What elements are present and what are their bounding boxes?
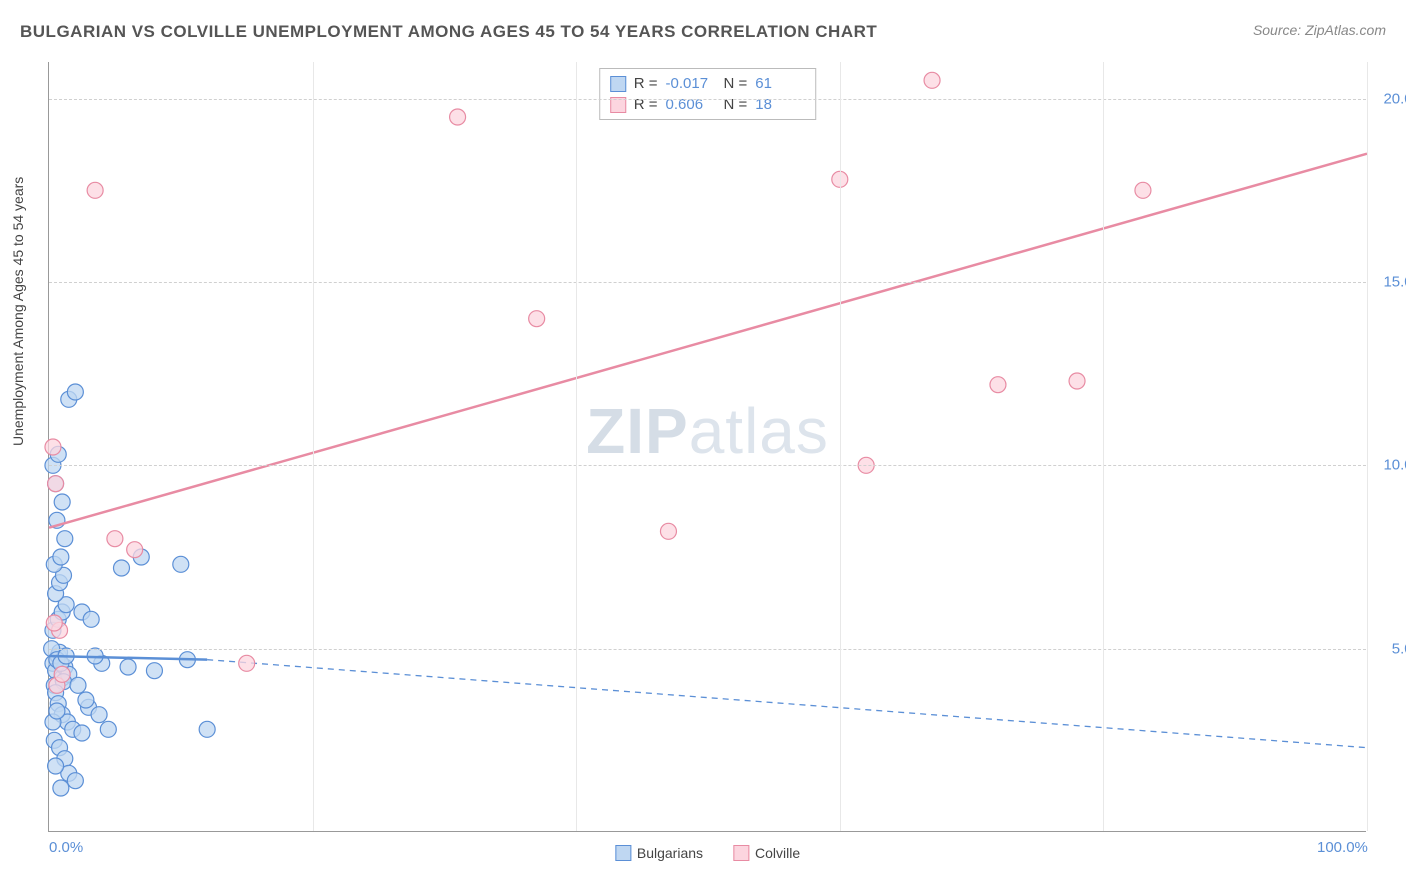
data-point xyxy=(660,523,676,539)
x-tick-label: 0.0% xyxy=(49,839,83,856)
swatch-bulgarians-icon xyxy=(610,76,626,92)
stats-r-value: -0.017 xyxy=(666,75,716,92)
scatter-plot-svg xyxy=(49,62,1366,831)
gridline-h xyxy=(49,465,1366,466)
gridline-h xyxy=(49,99,1366,100)
data-point xyxy=(67,384,83,400)
data-point xyxy=(67,773,83,789)
data-point xyxy=(1069,373,1085,389)
data-point xyxy=(239,655,255,671)
legend-label: Colville xyxy=(755,845,800,861)
source-attribution: Source: ZipAtlas.com xyxy=(1253,22,1386,38)
data-point xyxy=(54,494,70,510)
trend-line-extrapolated xyxy=(207,660,1367,748)
data-point xyxy=(91,707,107,723)
stats-legend-box: R = -0.017 N = 61 R = 0.606 N = 18 xyxy=(599,68,817,120)
data-point xyxy=(127,542,143,558)
data-point xyxy=(1135,182,1151,198)
legend-label: Bulgarians xyxy=(637,845,703,861)
stats-row-colville: R = 0.606 N = 18 xyxy=(610,94,806,115)
data-point xyxy=(120,659,136,675)
stats-n-value: 61 xyxy=(755,75,805,92)
stats-r-label: R = xyxy=(634,75,658,92)
y-tick-label: 20.0% xyxy=(1383,90,1406,107)
gridline-v xyxy=(1103,62,1104,831)
data-point xyxy=(87,182,103,198)
data-point xyxy=(57,531,73,547)
legend-bottom: Bulgarians Colville xyxy=(615,845,800,861)
trend-line xyxy=(49,154,1367,528)
data-point xyxy=(78,692,94,708)
y-tick-label: 15.0% xyxy=(1383,274,1406,291)
x-tick-label: 100.0% xyxy=(1317,839,1368,856)
data-point xyxy=(100,721,116,737)
y-axis-label: Unemployment Among Ages 45 to 54 years xyxy=(10,177,26,446)
data-point xyxy=(46,615,62,631)
gridline-v xyxy=(576,62,577,831)
chart-title: BULGARIAN VS COLVILLE UNEMPLOYMENT AMONG… xyxy=(20,22,877,42)
data-point xyxy=(48,758,64,774)
legend-item-colville: Colville xyxy=(733,845,800,861)
swatch-colville-icon xyxy=(733,845,749,861)
data-point xyxy=(53,549,69,565)
data-point xyxy=(54,666,70,682)
data-point xyxy=(48,476,64,492)
data-point xyxy=(45,439,61,455)
data-point xyxy=(53,780,69,796)
data-point xyxy=(49,703,65,719)
y-tick-label: 5.0% xyxy=(1392,640,1406,657)
swatch-bulgarians-icon xyxy=(615,845,631,861)
legend-item-bulgarians: Bulgarians xyxy=(615,845,703,861)
data-point xyxy=(70,677,86,693)
data-point xyxy=(199,721,215,737)
chart-container: BULGARIAN VS COLVILLE UNEMPLOYMENT AMONG… xyxy=(0,0,1406,892)
data-point xyxy=(450,109,466,125)
data-point xyxy=(529,311,545,327)
stats-row-bulgarians: R = -0.017 N = 61 xyxy=(610,73,806,94)
data-point xyxy=(146,663,162,679)
gridline-h xyxy=(49,282,1366,283)
stats-n-label: N = xyxy=(724,75,748,92)
data-point xyxy=(173,556,189,572)
data-point xyxy=(83,611,99,627)
gridline-v xyxy=(313,62,314,831)
data-point xyxy=(107,531,123,547)
gridline-v xyxy=(1367,62,1368,831)
data-point xyxy=(74,725,90,741)
gridline-h xyxy=(49,649,1366,650)
gridline-v xyxy=(840,62,841,831)
data-point xyxy=(924,72,940,88)
plot-area: ZIPatlas R = -0.017 N = 61 R = 0.606 N =… xyxy=(48,62,1366,832)
data-point xyxy=(113,560,129,576)
data-point xyxy=(990,377,1006,393)
y-tick-label: 10.0% xyxy=(1383,457,1406,474)
